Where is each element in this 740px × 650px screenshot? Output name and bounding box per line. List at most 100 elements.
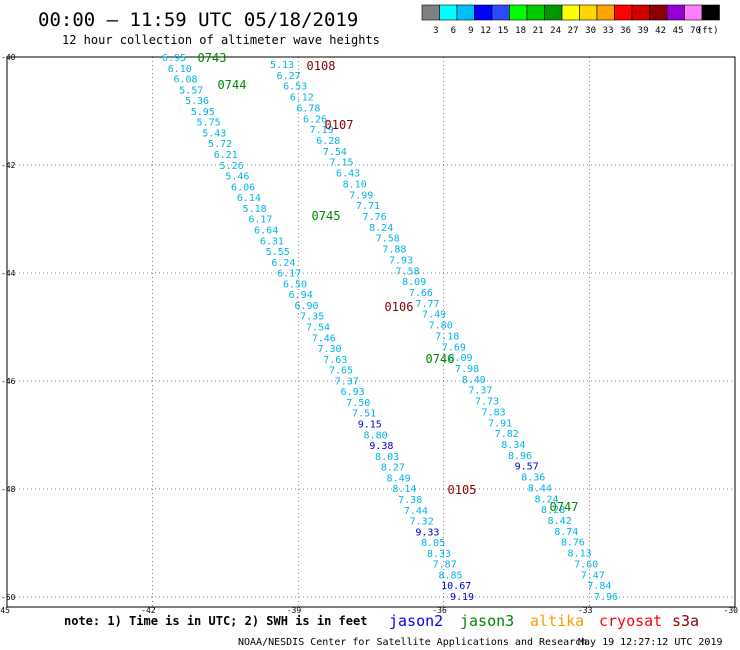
obs-value-track-b: 6.26 [303,114,327,125]
obs-value-track-b: 8.34 [501,440,525,451]
obs-value-track-a: 7.44 [404,506,428,517]
obs-value-track-b: 7.80 [429,321,453,332]
map-border [6,56,736,608]
satellite-altika-label: altika [530,612,584,630]
scale-label: 3 [433,26,438,36]
scale-label: 33 [603,26,614,36]
scale-label: 12 [480,26,491,36]
scale-label: 6 [451,26,456,36]
obs-value-track-b: 8.24 [534,494,558,505]
obs-value-track-b: 8.42 [548,516,572,527]
obs-value-track-b: 7.71 [356,201,380,212]
obs-value-track-b: 7.15 [329,158,353,169]
obs-value-track-a: 5.55 [266,247,290,258]
obs-value-track-b: 7.82 [495,429,519,440]
pass-time-labels: 0743 0744 0745 0746 0747 0108 0107 0106 0105 [198,51,579,514]
scale-label: 9 [468,26,473,36]
latitude-label: -48 [1,485,16,494]
obs-value-track-b: 9.57 [515,462,539,473]
obs-value-track-a: 5.72 [208,139,232,150]
obs-value-track-a: 6.17 [277,269,301,280]
scale-swatch [439,4,458,21]
obs-value-track-b: 7.93 [389,255,413,266]
obs-value-track-a: 5.57 [179,85,203,96]
satellite-cryosat-label: cryosat [599,612,662,630]
figure-title: 00:00 – 11:59 UTC 05/18/2019 [38,9,358,31]
obs-value-track-a: 8.49 [387,473,411,484]
scale-swatch [421,4,440,21]
obs-value-track-a: 6.21 [214,150,238,161]
obs-value-track-a: 6.94 [289,290,313,301]
latitude-label: -40 [1,53,16,62]
obs-value-track-b: 8.09 [402,277,426,288]
obs-value-track-b: 6.28 [316,136,340,147]
obs-value-track-a: 8.03 [375,452,399,463]
obs-value-track-a: 6.64 [254,226,278,237]
obs-value-track-a: 6.90 [294,301,318,312]
scale-label: 21 [533,26,544,36]
obs-value-track-b: 7.84 [587,581,611,592]
obs-value-track-a: 9.38 [369,441,393,452]
scale-label: 36 [620,26,631,36]
satellite-s3a-label: s3a [672,612,699,630]
scale-label: (ft) [697,26,719,36]
scale-swatch [491,4,510,21]
obs-value-track-b: 7.73 [475,397,499,408]
obs-value-track-b: 7.58 [396,266,420,277]
obs-value-track-a: 9.33 [415,527,439,538]
longitude-label: -36 [432,606,447,615]
latitude-label: -50 [1,593,16,602]
obs-value-track-a: 6.08 [173,75,197,86]
obs-value-track-b: 8.28 [541,505,565,516]
obs-value-track-b: 6.53 [283,82,307,93]
obs-value-track-b: 7.91 [488,418,512,429]
scale-swatch [614,4,633,21]
obs-value-track-a: 8.27 [381,463,405,474]
obs-value-track-a: 5.46 [225,172,249,183]
obs-value-track-a: 7.63 [323,355,347,366]
obs-value-track-a: 5.26 [220,161,244,172]
scale-swatch [684,4,703,21]
pass-time-label: 0108 [307,59,336,73]
obs-value-track-a: 5.43 [202,129,226,140]
footer-credit: NOAA/NESDIS Center for Satellite Applica… [238,637,587,648]
obs-value-track-a: 7.32 [410,517,434,528]
latitude-label: -42 [1,161,16,170]
pass-time-label: 0105 [448,483,477,497]
pass-time-label: 0106 [385,300,414,314]
pass-time-label: 0747 [550,500,579,514]
obs-value-track-a: 6.95 [162,53,186,64]
longitude-label: -42 [141,606,156,615]
obs-value-track-a: 7.87 [433,560,457,571]
obs-value-track-a: 7.38 [398,495,422,506]
obs-value-track-a: 7.54 [306,323,330,334]
scale-swatch [631,4,650,21]
obs-value-track-a: 5.75 [197,118,221,129]
scale-swatch [526,4,545,21]
scale-swatch [701,4,720,21]
longitude-label: -33 [578,606,593,615]
obs-value-track-b: 6.78 [296,103,320,114]
obs-value-track-b: 8.44 [528,483,552,494]
obs-value-track-a: 6.31 [260,236,284,247]
scale-label: 39 [638,26,649,36]
obs-value-track-a: 6.50 [283,279,307,290]
scale-label: 15 [498,26,509,36]
longitude-label: -30 [724,606,739,615]
obs-value-track-b: 7.76 [363,212,387,223]
obs-value-track-a: 6.17 [248,215,272,226]
obs-value-track-a: 8.05 [421,538,445,549]
obs-value-track-b: 6.43 [336,169,360,180]
obs-value-track-a: 8.33 [427,549,451,560]
obs-value-track-b: 8.13 [568,549,592,560]
obs-value-track-b: 7.66 [409,288,433,299]
obs-value-track-b: 5.13 [270,60,294,71]
obs-value-track-b: 7.19 [310,125,334,136]
obs-value-track-b: 7.98 [455,364,479,375]
obs-value-track-b: 7.37 [468,386,492,397]
longitude-label: -45 [0,606,10,615]
obs-value-track-b: 7.18 [435,331,459,342]
obs-value-track-b: 7.83 [482,407,506,418]
pass-time-label: 0745 [312,209,341,223]
